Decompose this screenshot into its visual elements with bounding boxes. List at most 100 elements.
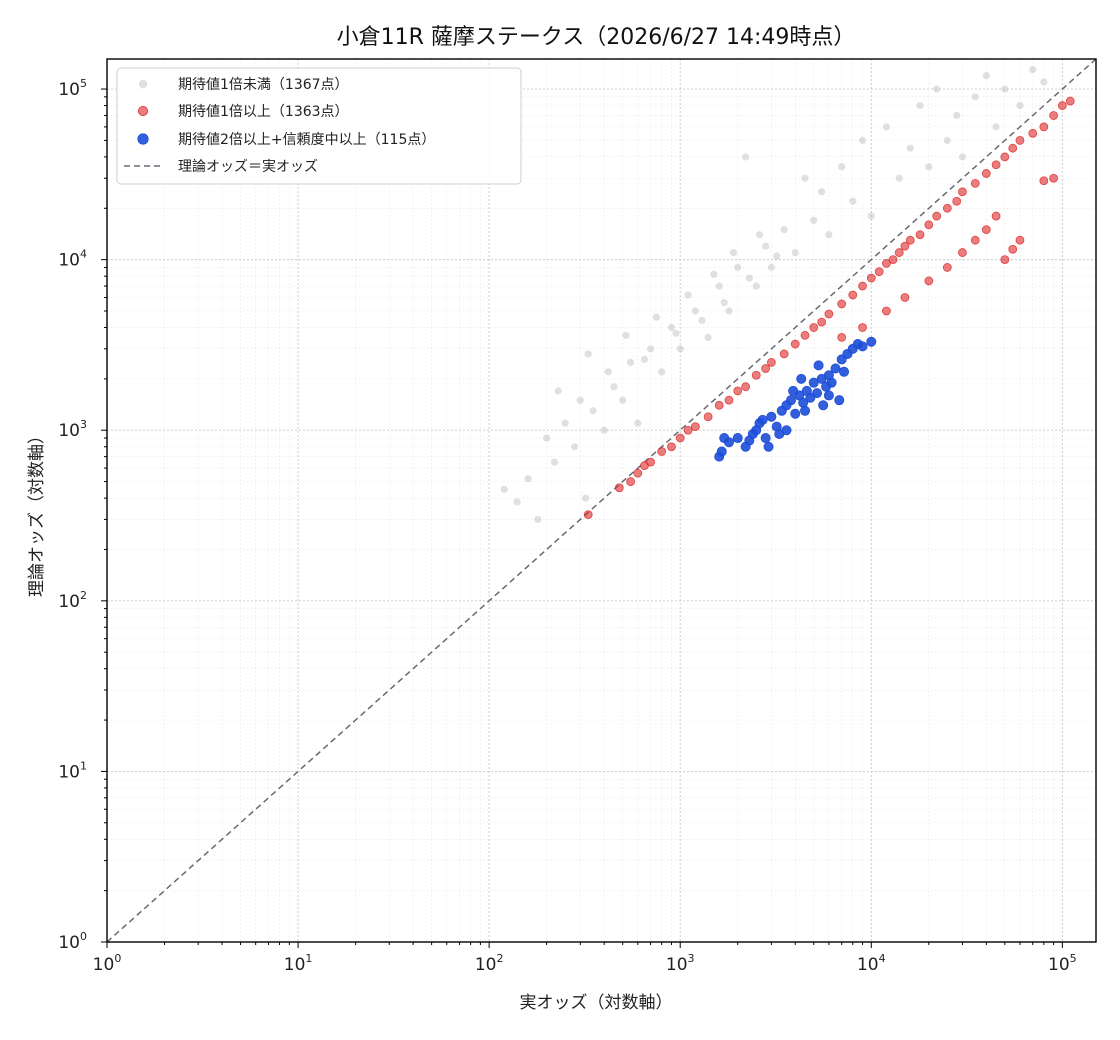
data-point <box>715 282 723 290</box>
data-point <box>633 468 643 478</box>
data-point <box>933 85 941 93</box>
legend-label: 期待値1倍以上（1363点） <box>178 104 349 120</box>
x-tick-label: 101 <box>284 952 313 975</box>
data-point <box>900 293 910 302</box>
data-point <box>1065 96 1075 106</box>
data-point <box>858 323 867 332</box>
data-point <box>932 211 942 221</box>
data-point <box>744 435 755 446</box>
data-point <box>1015 135 1025 145</box>
data-point <box>698 316 706 325</box>
data-point <box>1039 122 1049 132</box>
data-point <box>888 255 898 265</box>
data-point <box>866 273 876 283</box>
data-point <box>916 101 924 110</box>
data-point <box>924 220 934 230</box>
series-above-1x-points <box>583 96 1075 520</box>
data-point <box>732 433 743 444</box>
data-point <box>500 485 508 493</box>
data-point <box>742 153 750 161</box>
data-point <box>813 360 824 371</box>
legend-marker <box>137 133 149 145</box>
data-point <box>534 515 542 524</box>
data-point <box>830 363 841 374</box>
data-point <box>675 433 685 443</box>
data-point <box>725 307 733 315</box>
data-point <box>729 248 738 257</box>
x-axis-label: 実オッズ（対数軸） <box>520 993 673 1013</box>
data-point <box>1000 255 1010 265</box>
data-point <box>1049 173 1059 183</box>
data-point <box>942 203 952 213</box>
data-point <box>766 357 776 367</box>
data-point <box>554 387 562 395</box>
plot-frame <box>106 58 1097 943</box>
data-point <box>958 187 967 197</box>
data-point <box>915 230 925 240</box>
data-point <box>823 390 834 401</box>
data-point <box>610 383 618 391</box>
y-axis-label: 理論オッズ（対数軸） <box>27 427 47 597</box>
data-point <box>755 231 764 239</box>
data-point <box>543 434 551 442</box>
data-point <box>837 299 847 309</box>
data-point <box>626 477 636 486</box>
data-point <box>1049 111 1059 120</box>
x-tick-label: 102 <box>475 952 504 975</box>
data-point <box>779 349 789 359</box>
x-tick-label: 105 <box>1048 952 1077 975</box>
data-point <box>895 174 903 182</box>
y-tick-label: 104 <box>58 248 87 271</box>
data-point <box>800 405 811 416</box>
y-tick-label: 101 <box>58 759 87 782</box>
data-point <box>720 298 728 307</box>
data-point <box>790 339 800 349</box>
data-point <box>991 211 1001 221</box>
reference-line-group <box>106 58 1097 943</box>
data-point <box>1028 128 1038 138</box>
data-point <box>745 274 753 282</box>
data-point <box>757 414 768 425</box>
data-point <box>672 329 680 337</box>
data-point <box>848 290 858 300</box>
data-point <box>839 366 850 377</box>
data-point <box>619 396 627 404</box>
data-point <box>867 212 875 220</box>
data-point <box>1015 235 1025 245</box>
data-point <box>981 169 991 178</box>
data-point <box>723 437 734 448</box>
data-point <box>1008 244 1018 254</box>
data-point <box>900 241 910 251</box>
data-point <box>691 307 699 315</box>
data-point <box>958 248 967 257</box>
data-point <box>791 248 799 257</box>
minor-gridlines <box>107 59 1096 942</box>
legend: 期待値1倍未満（1367点） 期待値1倍以上（1363点） 期待値2倍以上+信頼度中… <box>116 67 522 185</box>
data-point <box>724 395 734 405</box>
data-point <box>762 242 770 250</box>
data-point <box>589 407 597 415</box>
data-point <box>971 93 979 101</box>
data-point <box>943 136 951 144</box>
data-point <box>982 71 990 80</box>
data-point <box>667 323 676 332</box>
data-point <box>676 345 684 353</box>
legend-box <box>116 67 522 185</box>
data-point <box>925 163 933 171</box>
data-point <box>992 123 1000 131</box>
data-point <box>906 144 914 152</box>
data-point <box>652 313 660 321</box>
data-point <box>583 510 593 520</box>
series-above-2x-points <box>714 336 877 462</box>
data-point <box>752 282 760 290</box>
data-point <box>858 136 867 144</box>
data-point <box>837 333 847 342</box>
y-tick-label: 103 <box>58 418 87 441</box>
data-point <box>809 323 819 332</box>
data-point <box>894 248 904 257</box>
data-point <box>1000 152 1010 162</box>
data-point <box>658 368 666 376</box>
data-point <box>812 388 823 399</box>
data-point <box>824 309 834 319</box>
data-point <box>958 153 967 161</box>
